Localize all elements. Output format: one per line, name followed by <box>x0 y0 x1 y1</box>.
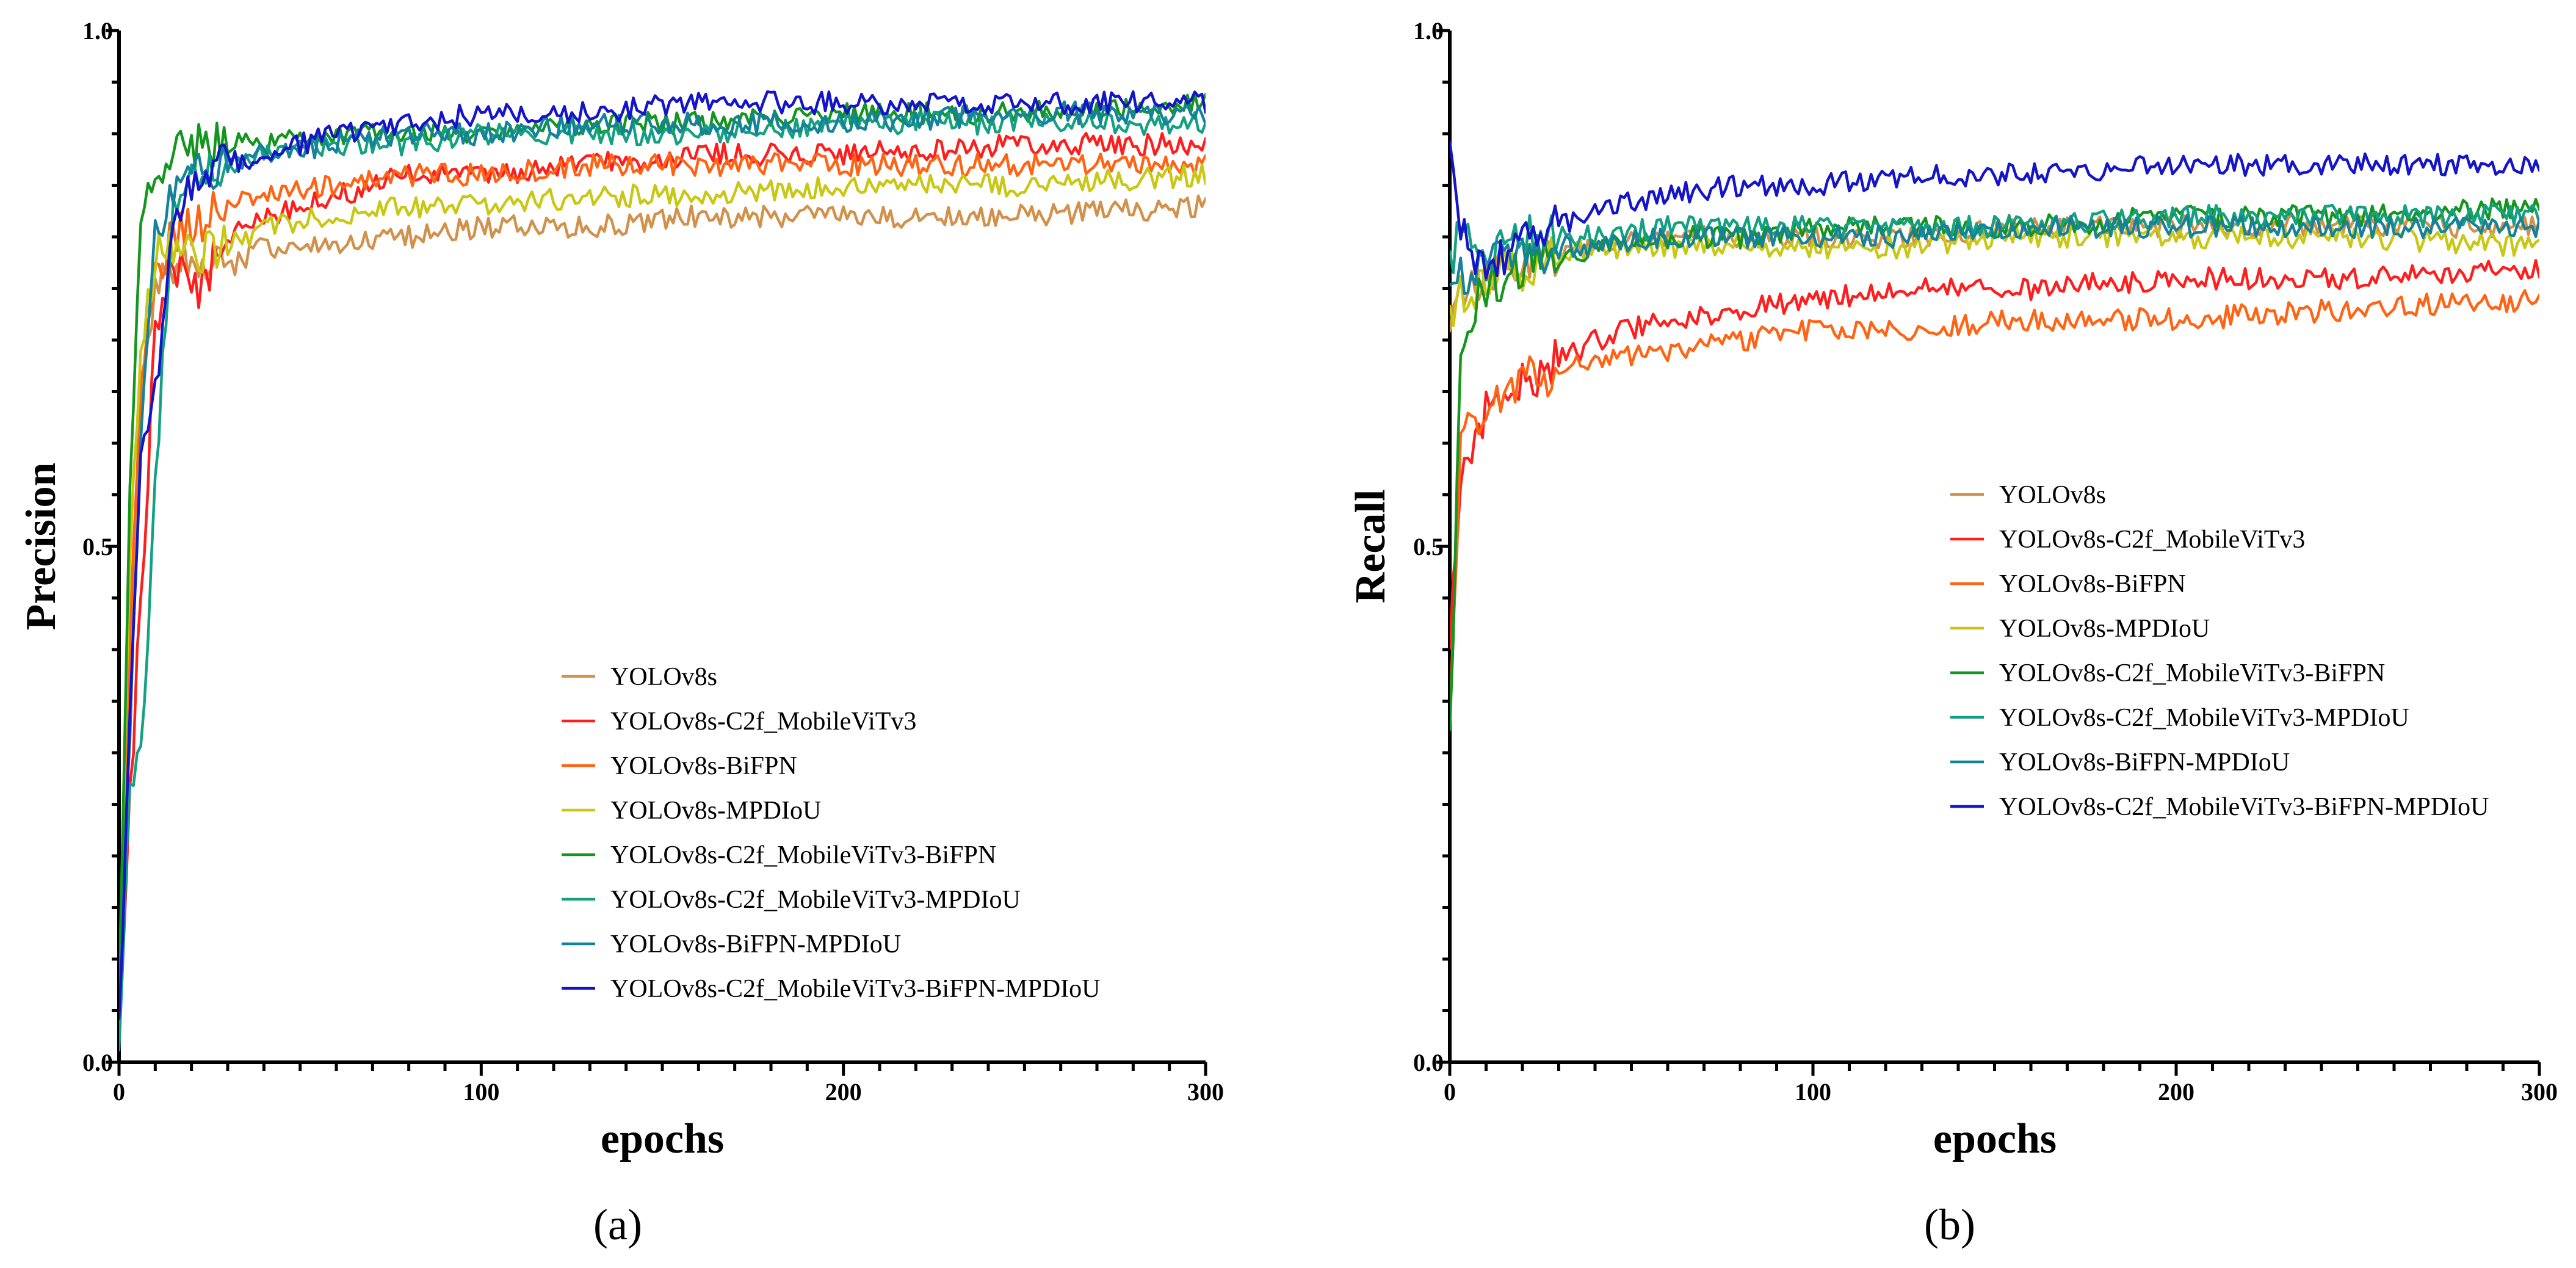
chart-a-x-tick-label: 300 <box>1187 1078 1224 1106</box>
chart-a-series-line <box>119 90 1206 1020</box>
chart-b-legend-label: YOLOv8s-C2f_MobileViTv3-BiFPN-MPDIoU <box>1999 793 2489 821</box>
chart-b-legend-label: YOLOv8s-BiFPN-MPDIoU <box>1999 748 2290 777</box>
chart-a-legend-label: YOLOv8s-C2f_MobileViTv3 <box>610 708 916 736</box>
chart-b-legend-label: YOLOv8s-BiFPN <box>1999 570 2186 598</box>
chart-a-legend-label: YOLOv8s-MPDIoU <box>610 797 821 825</box>
chart-a-series-line <box>119 152 1206 996</box>
chart-b-legend-label: YOLOv8s-MPDIoU <box>1999 615 2210 643</box>
panel-label-a: (a) <box>593 1200 642 1249</box>
chart-a-x-tick-label: 0 <box>113 1078 125 1106</box>
chart-b-series-line <box>1450 259 2539 650</box>
panel-label-b: (b) <box>1924 1200 1975 1249</box>
chart-a-legend-label: YOLOv8s-C2f_MobileViTv3-MPDIoU <box>610 886 1021 914</box>
chart-b-series-line <box>1450 203 2539 274</box>
chart-b-y-tick-label: 0.0 <box>1413 1049 1444 1076</box>
chart-a-legend-label: YOLOv8s <box>610 663 717 691</box>
chart-b-series-line <box>1450 214 2539 295</box>
chart-a-series-line <box>119 163 1206 1037</box>
chart-a-legend-label: YOLOv8s-C2f_MobileViTv3-BiFPN <box>610 841 996 869</box>
chart-b-series-line <box>1450 140 2539 280</box>
chart-b-legend-label: YOLOv8s <box>1999 481 2106 509</box>
chart-b-legend-label: YOLOv8s-C2f_MobileViTv3 <box>1999 526 2305 554</box>
chart-b-x-tick-label: 100 <box>1795 1078 1831 1106</box>
chart-b-ylabel: Recall <box>1347 490 1394 604</box>
chart-b-x-tick-label: 300 <box>2521 1078 2558 1106</box>
chart-a-x-tick-label: 200 <box>825 1078 862 1106</box>
chart-b-y-tick-label: 0.5 <box>1413 533 1444 560</box>
chart-a-ylabel: Precision <box>18 463 65 631</box>
chart-b-legend-label: YOLOv8s-C2f_MobileViTv3-BiFPN <box>1999 659 2385 687</box>
chart-a-legend-label: YOLOv8s-C2f_MobileViTv3-BiFPN-MPDIoU <box>610 975 1101 1003</box>
chart-a-x-tick-label: 100 <box>463 1078 499 1106</box>
chart-b-xlabel: epochs <box>1933 1115 2057 1162</box>
chart-a-legend-label: YOLOv8s-BiFPN <box>610 752 797 780</box>
chart-a-y-tick-label: 1.0 <box>82 17 113 45</box>
chart-b-x-tick-label: 0 <box>1444 1078 1456 1106</box>
chart-b-x-tick-label: 200 <box>2158 1078 2194 1106</box>
chart-b-series-line <box>1450 289 2539 717</box>
chart-a-y-tick-label: 0.5 <box>82 533 113 560</box>
chart-a-legend-label: YOLOv8s-BiFPN-MPDIoU <box>610 930 901 958</box>
chart-b-y-tick-label: 1.0 <box>1413 17 1444 45</box>
chart-a-y-tick-label: 0.0 <box>82 1049 113 1076</box>
chart-a-series-line <box>119 194 1206 1013</box>
plot-layer: 0 100 200 300 0.0 0.5 1.0 YOLOv8s YOLOv8s-C2f_Mo… <box>82 17 2558 1106</box>
chart-b-series-line <box>1450 225 2539 327</box>
chart-a-series-line <box>119 110 1206 1052</box>
chart-a-xlabel: epochs <box>601 1115 724 1162</box>
chart-b-legend-label: YOLOv8s-C2f_MobileViTv3-MPDIoU <box>1999 704 2409 732</box>
